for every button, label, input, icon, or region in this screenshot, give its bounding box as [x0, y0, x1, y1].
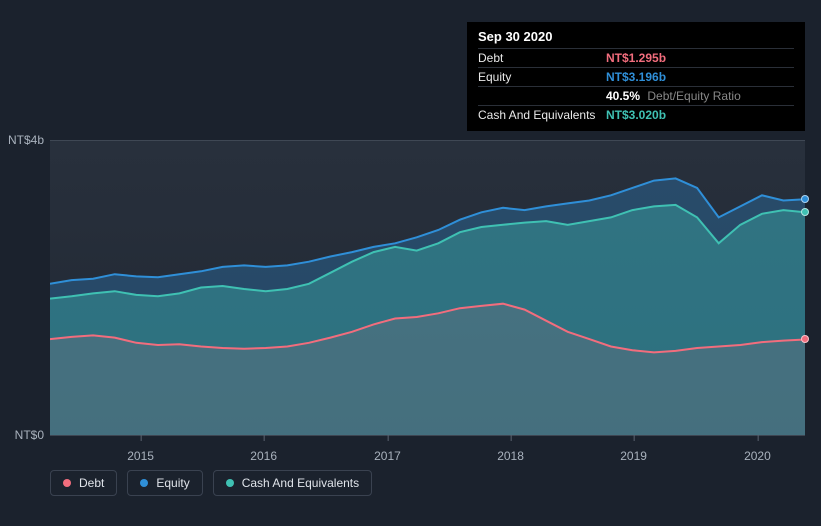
- x-axis: 2015 2016 2017 2018 2019 2020: [50, 435, 805, 465]
- tooltip-row-value: NT$1.295b: [606, 51, 666, 65]
- tooltip-row: Cash And EquivalentsNT$3.020b: [478, 105, 794, 124]
- tooltip-row-label: Equity: [478, 70, 606, 84]
- legend-dot-icon: [140, 479, 148, 487]
- legend-label: Equity: [156, 476, 189, 490]
- tooltip-row-label: [478, 89, 606, 103]
- tooltip-row-label: Cash And Equivalents: [478, 108, 606, 122]
- legend-label: Debt: [79, 476, 104, 490]
- tooltip-row: EquityNT$3.196b: [478, 67, 794, 86]
- plot-region[interactable]: [50, 140, 805, 435]
- equity-end-marker: [801, 195, 809, 203]
- cash-end-marker: [801, 208, 809, 216]
- y-axis-min-label: NT$0: [15, 428, 44, 442]
- legend-dot-icon: [226, 479, 234, 487]
- legend: Debt Equity Cash And Equivalents: [50, 470, 372, 496]
- x-tick: 2016: [250, 449, 277, 463]
- chart-area: NT$4b NT$0 201520162017201820192020 Debt…: [16, 120, 805, 500]
- x-tick: 2017: [374, 449, 401, 463]
- legend-item-cash-and-equivalents[interactable]: Cash And Equivalents: [213, 470, 372, 496]
- tooltip-row-value: NT$3.020b: [606, 108, 666, 122]
- legend-item-debt[interactable]: Debt: [50, 470, 117, 496]
- tooltip-row: DebtNT$1.295b: [478, 48, 794, 67]
- y-axis-max-label: NT$4b: [8, 133, 44, 147]
- x-tick: 2015: [127, 449, 154, 463]
- legend-dot-icon: [63, 479, 71, 487]
- x-tick: 2018: [497, 449, 524, 463]
- tooltip-date: Sep 30 2020: [478, 29, 794, 48]
- debt-end-marker: [801, 335, 809, 343]
- data-tooltip: Sep 30 2020 DebtNT$1.295bEquityNT$3.196b…: [467, 22, 805, 131]
- tooltip-row-sub: Debt/Equity Ratio: [644, 89, 741, 103]
- legend-item-equity[interactable]: Equity: [127, 470, 202, 496]
- tooltip-row-value: NT$3.196b: [606, 70, 666, 84]
- tooltip-row: 40.5% Debt/Equity Ratio: [478, 86, 794, 105]
- tooltip-row-value: 40.5% Debt/Equity Ratio: [606, 89, 741, 103]
- x-tick: 2020: [744, 449, 771, 463]
- x-tick: 2019: [620, 449, 647, 463]
- tooltip-row-label: Debt: [478, 51, 606, 65]
- legend-label: Cash And Equivalents: [242, 476, 359, 490]
